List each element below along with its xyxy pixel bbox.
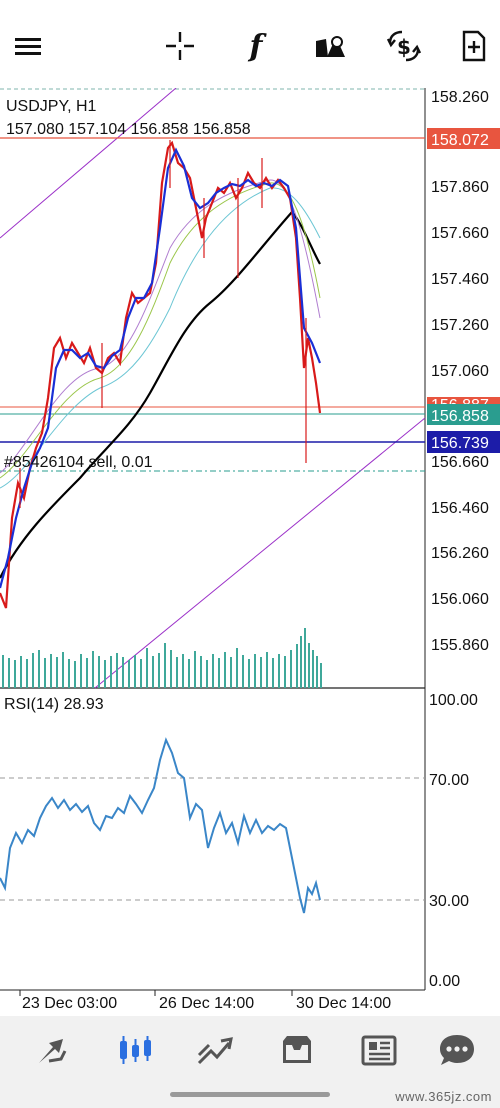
objects-icon[interactable] xyxy=(306,22,354,70)
function-icon[interactable]: f xyxy=(249,28,263,64)
chart-icon[interactable] xyxy=(110,1026,160,1074)
price-tick: 157.660 xyxy=(431,225,489,242)
new-document-icon[interactable] xyxy=(450,22,498,70)
news-icon[interactable] xyxy=(354,1026,404,1074)
price-tick: 156.460 xyxy=(431,500,489,517)
crosshair-icon[interactable] xyxy=(156,22,204,70)
rsi-label: RSI(14) 28.93 xyxy=(4,696,104,713)
rsi-line xyxy=(0,737,321,914)
time-axis: 23 Dec 03:00 26 Dec 14:00 30 Dec 14:00 xyxy=(19,990,391,1012)
rsi-tick: 0.00 xyxy=(429,973,460,990)
candle-wicks xyxy=(19,140,307,508)
price-tick: 157.260 xyxy=(431,317,489,334)
price-badge-blue: 156.739 xyxy=(427,431,500,453)
price-badge-158072: 158.072 xyxy=(427,128,500,149)
bottom-nav xyxy=(0,1016,500,1084)
home-indicator[interactable] xyxy=(170,1092,330,1097)
time-label: 30 Dec 14:00 xyxy=(296,995,391,1012)
rsi-tick: 70.00 xyxy=(429,772,469,789)
watermark: www.365jz.com xyxy=(395,1089,492,1104)
currency-exchange-icon[interactable]: $ xyxy=(380,22,428,70)
symbol-label: USDJPY, H1 xyxy=(6,98,97,115)
svg-text:156.739: 156.739 xyxy=(431,435,489,452)
price-line-bull xyxy=(0,147,322,589)
trendline-lower xyxy=(94,417,426,689)
price-tick: 158.260 xyxy=(431,89,489,106)
menu-icon[interactable] xyxy=(4,22,52,70)
trade-icon[interactable] xyxy=(190,1026,240,1074)
time-label: 26 Dec 14:00 xyxy=(159,995,254,1012)
price-tick: 157.860 xyxy=(431,179,489,196)
trendline-upper xyxy=(0,87,177,239)
price-badge-ask: 156.858 xyxy=(427,404,500,425)
quotes-icon[interactable] xyxy=(30,1026,80,1074)
price-tick: 156.060 xyxy=(431,591,489,608)
price-tick: 157.060 xyxy=(431,363,489,380)
ma-line-cyan xyxy=(0,187,321,489)
svg-text:158.072: 158.072 xyxy=(431,132,489,149)
price-scale: 158.260 157.860 157.660 157.460 157.260 … xyxy=(431,89,489,654)
svg-text:156.858: 156.858 xyxy=(431,408,489,425)
messages-icon[interactable] xyxy=(432,1026,482,1074)
rsi-scale: 100.00 70.00 30.00 0.00 xyxy=(429,692,478,990)
history-icon[interactable] xyxy=(272,1026,322,1074)
rsi-tick: 100.00 xyxy=(429,692,478,709)
price-tick: 155.860 xyxy=(431,637,489,654)
order-label: #85426104 sell, 0.01 xyxy=(4,454,153,471)
top-toolbar: f $ xyxy=(0,0,500,90)
rsi-tick: 30.00 xyxy=(429,893,469,910)
price-tick: 157.460 xyxy=(431,271,489,288)
price-tick: 156.260 xyxy=(431,545,489,562)
svg-text:$: $ xyxy=(397,35,411,59)
volume-bars xyxy=(2,628,322,688)
time-label: 23 Dec 03:00 xyxy=(22,995,117,1012)
system-home-bar: www.365jz.com xyxy=(0,1084,500,1108)
chart-area[interactable]: 158.260 157.860 157.660 157.460 157.260 … xyxy=(0,87,500,1016)
ohlc-label: 157.080 157.104 156.858 156.858 xyxy=(6,121,251,138)
price-tick: 156.660 xyxy=(431,454,489,471)
